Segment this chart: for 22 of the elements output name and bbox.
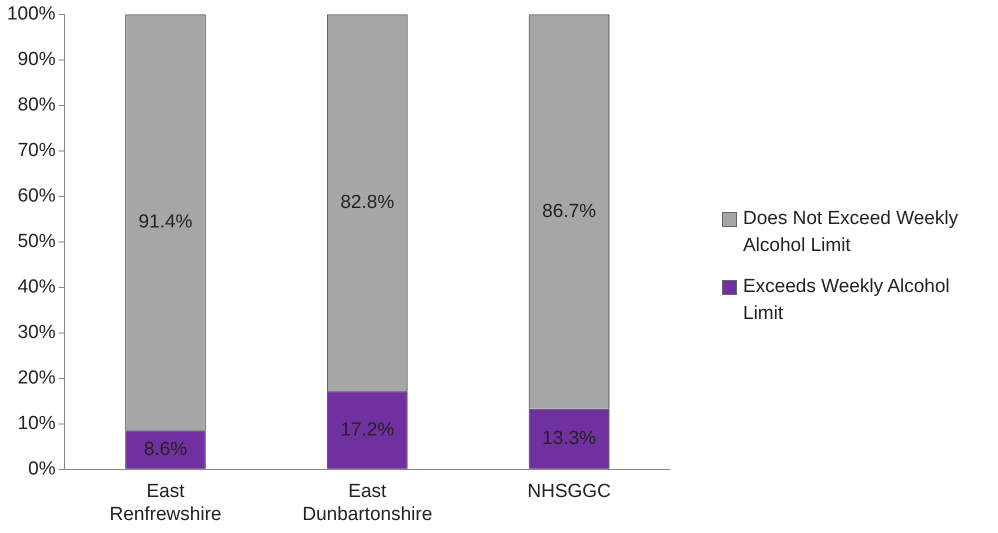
x-tick-label: East Dunbartonshire bbox=[302, 481, 432, 525]
y-tick-label: 100% bbox=[6, 4, 56, 25]
data-label: 91.4% bbox=[138, 212, 193, 233]
x-tick-label: East Renfrewshire bbox=[110, 481, 222, 525]
legend-label: Exceeds Weekly Alcohol Limit bbox=[743, 275, 951, 326]
y-tick-label: 70% bbox=[18, 140, 56, 162]
y-tick-label: 60% bbox=[18, 186, 56, 207]
y-tick-label: 50% bbox=[18, 231, 56, 252]
y-tick-label: 80% bbox=[18, 94, 56, 116]
y-tick-label: 20% bbox=[18, 368, 56, 389]
data-label: 86.7% bbox=[542, 200, 596, 222]
legend-label: Does Not Exceed Weekly Alcohol Limit bbox=[743, 207, 960, 258]
y-tick-label: 90% bbox=[18, 49, 56, 70]
y-tick-label: 30% bbox=[18, 322, 56, 344]
y-tick-label: 40% bbox=[18, 276, 56, 298]
data-label: 17.2% bbox=[340, 419, 394, 440]
data-label: 82.8% bbox=[340, 192, 394, 214]
y-tick-label: 0% bbox=[28, 458, 56, 480]
y-tick-label: 10% bbox=[18, 413, 56, 434]
x-tick-label: NHSGGC bbox=[527, 481, 611, 502]
data-label: 8.6% bbox=[144, 438, 188, 460]
data-label: 13.3% bbox=[542, 428, 596, 450]
